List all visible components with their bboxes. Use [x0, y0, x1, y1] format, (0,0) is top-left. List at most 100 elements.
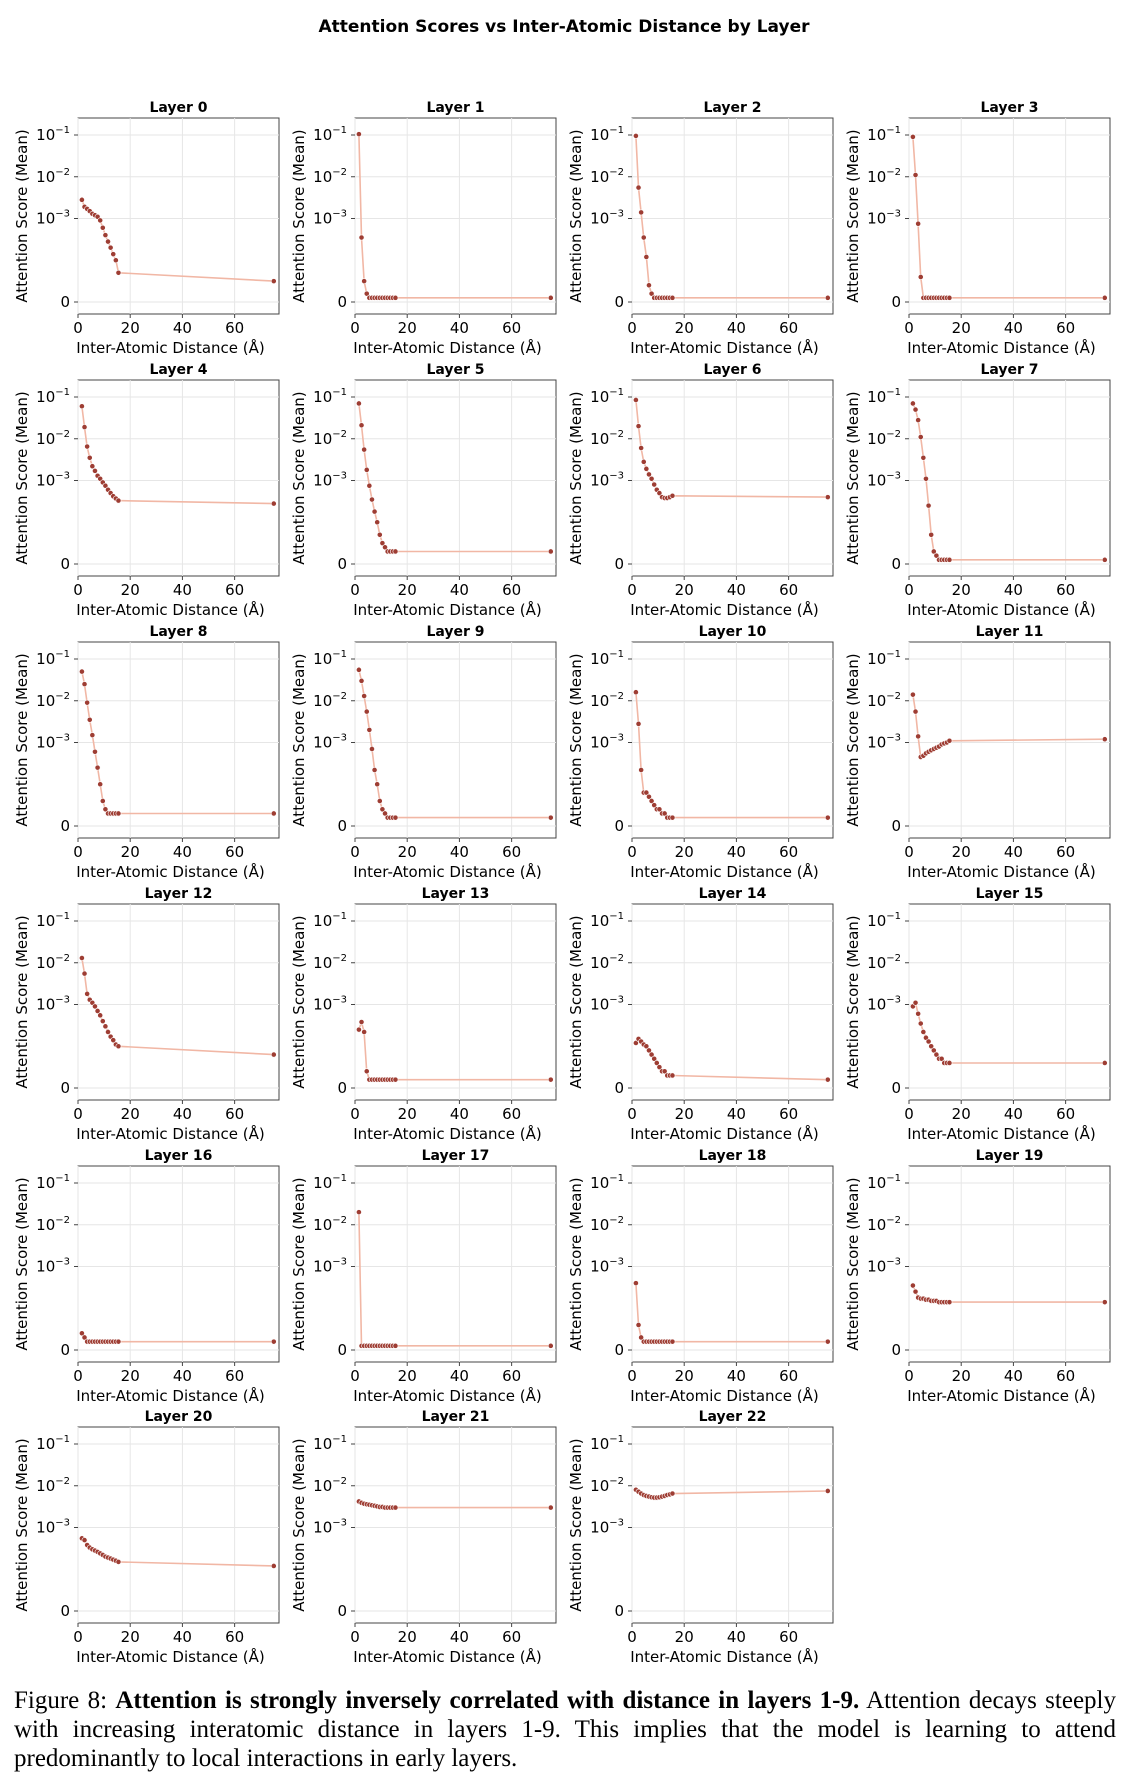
- data-point: [382, 544, 388, 551]
- data-point: [363, 708, 370, 715]
- data-point: [363, 466, 370, 473]
- data-point: [933, 1051, 940, 1058]
- panel-layer-1: Layer 1 0 20 40 60 0 10−3 10−2 10−1 Inter-Atomic …: [290, 100, 557, 357]
- data-point: [105, 238, 111, 245]
- data-point: [651, 481, 658, 488]
- x-tick-label: 60: [502, 843, 521, 861]
- y-tick-label: 10−2: [36, 1476, 70, 1495]
- x-tick-label: 40: [727, 843, 746, 861]
- y-tick-label: 10−1: [867, 911, 901, 930]
- panel-frame: [354, 641, 557, 839]
- panel-frame: [354, 903, 557, 1101]
- caption-bold-lead: Attention is strongly inversely correlat…: [115, 1687, 860, 1714]
- data-point: [92, 467, 98, 474]
- data-point: [81, 1537, 88, 1543]
- x-tick-label: 20: [121, 581, 140, 599]
- y-tick-label: 10−3: [590, 471, 624, 490]
- x-axis-label: Inter-Atomic Distance (Å): [76, 1647, 265, 1666]
- x-tick-label: 40: [450, 581, 469, 599]
- data-point: [824, 1338, 831, 1345]
- data-point: [374, 781, 381, 788]
- x-tick-label: 60: [779, 1105, 798, 1123]
- data-point: [912, 708, 919, 715]
- y-tick-label: 10−3: [36, 1518, 70, 1537]
- data-point: [661, 1068, 668, 1075]
- x-tick-label: 60: [502, 1105, 521, 1123]
- y-tick-label: 10−1: [36, 1173, 70, 1192]
- data-point: [358, 422, 365, 429]
- panel-layer-10: Layer 10 0 20 40 60 0 10−3 10−2 10−1 Inter-Atomic…: [567, 624, 834, 881]
- data-point: [547, 1342, 554, 1349]
- panel-title: Layer 4: [149, 362, 207, 378]
- y-tick-label: 0: [60, 555, 70, 573]
- y-tick-label: 10−1: [867, 125, 901, 144]
- x-tick-label: 40: [173, 319, 192, 337]
- y-tick-label: 10−3: [867, 733, 901, 752]
- data-point: [933, 552, 940, 559]
- x-tick-label: 40: [173, 1367, 192, 1385]
- x-axis-label: Inter-Atomic Distance (Å): [353, 862, 542, 881]
- data-point: [910, 134, 916, 140]
- y-tick-label: 0: [60, 1079, 70, 1097]
- data-point: [640, 458, 647, 465]
- y-tick-label: 10−1: [590, 1434, 624, 1453]
- panel-title: Layer 21: [422, 1409, 490, 1425]
- y-tick-label: 10−1: [590, 387, 624, 406]
- data-point: [646, 1047, 652, 1054]
- panel-layer-4: Layer 4 0 20 40 60 0 10−3 10−2 10−1 Inter-Atomic …: [13, 362, 280, 619]
- y-tick-label: 0: [337, 1079, 347, 1097]
- x-tick-label: 0: [73, 843, 83, 861]
- x-tick-label: 40: [1004, 1367, 1023, 1385]
- data-point: [646, 793, 652, 800]
- x-axis-label: Inter-Atomic Distance (Å): [353, 1386, 542, 1405]
- panel-layer-9: Layer 9 0 20 40 60 0 10−3 10−2 10−1 Inter-Atomic …: [290, 624, 557, 881]
- data-point: [79, 196, 85, 203]
- x-tick-label: 0: [904, 319, 914, 337]
- y-tick-label: 10−1: [313, 911, 347, 930]
- y-tick-label: 10−1: [313, 1173, 347, 1192]
- x-tick-label: 60: [779, 581, 798, 599]
- data-point: [379, 540, 386, 547]
- data-point: [94, 1008, 101, 1014]
- y-axis-label: Attention Score (Mean): [567, 915, 585, 1088]
- y-tick-label: 10−3: [590, 1518, 624, 1537]
- y-tick-label: 10−1: [590, 911, 624, 930]
- y-tick-label: 10−2: [590, 429, 624, 448]
- data-point: [646, 471, 652, 478]
- data-point: [99, 1018, 106, 1025]
- data-point: [81, 424, 88, 431]
- figure-caption: Figure 8: Attention is strongly inversel…: [14, 1686, 1116, 1773]
- y-tick-label: 0: [337, 555, 347, 573]
- data-point: [112, 257, 119, 264]
- y-tick-label: 10−3: [867, 1257, 901, 1276]
- x-tick-label: 0: [73, 581, 83, 599]
- data-point: [369, 496, 375, 503]
- y-axis-label: Attention Score (Mean): [844, 915, 862, 1088]
- panel-title: Layer 18: [699, 1148, 767, 1164]
- data-point: [928, 1043, 935, 1050]
- y-tick-label: 0: [891, 817, 901, 835]
- data-point: [92, 1003, 98, 1010]
- panel-frame: [354, 379, 557, 577]
- y-tick-label: 0: [891, 555, 901, 573]
- y-tick-label: 10−2: [867, 167, 901, 186]
- y-tick-label: 0: [614, 555, 624, 573]
- panel-title: Layer 16: [145, 1148, 213, 1164]
- data-point: [92, 748, 98, 755]
- x-tick-label: 60: [225, 1105, 244, 1123]
- data-point: [651, 802, 658, 809]
- data-point: [270, 278, 277, 285]
- panel-title: Layer 15: [976, 886, 1044, 902]
- y-axis-label: Attention Score (Mean): [567, 129, 585, 302]
- panel-title: Layer 20: [145, 1409, 213, 1425]
- data-point: [923, 475, 929, 482]
- y-axis-label: Attention Score (Mean): [290, 915, 308, 1088]
- panel-title: Layer 10: [699, 624, 767, 640]
- x-tick-label: 20: [952, 319, 971, 337]
- y-tick-label: 10−2: [867, 953, 901, 972]
- y-tick-label: 0: [337, 817, 347, 835]
- y-tick-label: 10−2: [313, 953, 347, 972]
- data-point: [915, 220, 922, 227]
- data-point: [356, 1209, 362, 1216]
- x-tick-label: 60: [225, 581, 244, 599]
